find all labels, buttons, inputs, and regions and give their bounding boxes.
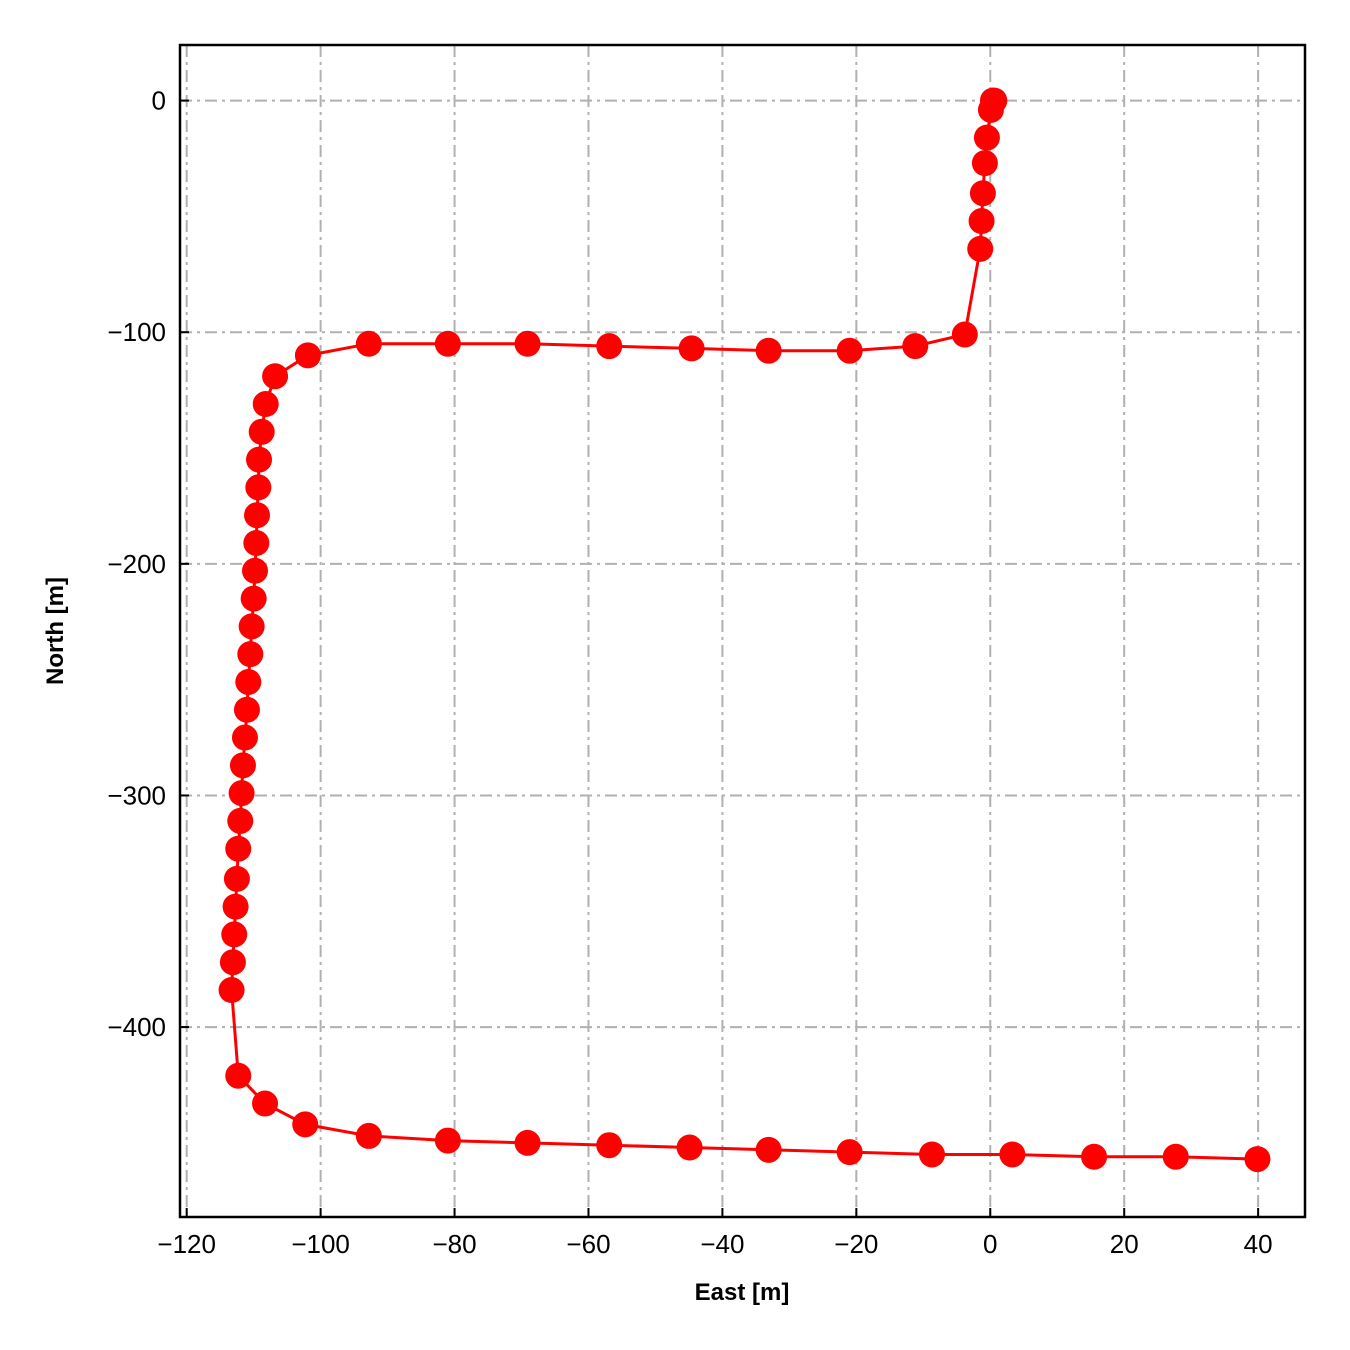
trajectory-point: [219, 949, 246, 976]
trajectory-point: [1244, 1146, 1271, 1173]
trajectory-point: [252, 391, 279, 418]
trajectory-point: [836, 1139, 863, 1166]
trajectory-point: [242, 557, 268, 584]
trajectory-point: [434, 1127, 461, 1154]
x-tick-label: −20: [834, 1229, 878, 1259]
trajectory-point: [678, 335, 705, 362]
trajectory-point: [292, 1111, 319, 1138]
trajectory-point: [246, 446, 273, 473]
trajectory-point: [231, 724, 258, 751]
trajectory-point: [919, 1141, 946, 1168]
x-tick-label: −120: [157, 1229, 216, 1259]
trajectory-point: [596, 333, 623, 360]
trajectory-point: [514, 1129, 541, 1156]
plot-frame: [178, 43, 1307, 1219]
trajectory-point: [977, 96, 1004, 123]
trajectory-point: [999, 1141, 1026, 1168]
trajectory-point: [755, 1136, 782, 1163]
trajectory-point: [968, 208, 995, 235]
trajectory-point: [245, 474, 272, 501]
trajectory-point: [294, 342, 321, 369]
trajectory-point: [240, 585, 267, 612]
trajectory-point: [596, 1132, 623, 1159]
trajectory-point: [973, 124, 1000, 151]
trajectory-point: [514, 330, 541, 357]
y-tick-label: −400: [107, 1012, 166, 1042]
trajectory-point: [237, 641, 264, 668]
ticks: −120 −100 −80 −60 −40 −20 0 20 400−100−200−300−4…: [107, 86, 1272, 1259]
trajectory-point: [225, 1062, 252, 1089]
y-tick-label: 0: [152, 86, 166, 116]
trajectory-point: [969, 180, 996, 207]
x-tick-label: 0: [983, 1229, 997, 1259]
trajectory-point: [755, 337, 782, 364]
trajectory-point: [222, 893, 249, 920]
x-tick-label: −60: [566, 1229, 610, 1259]
trajectory-point: [971, 150, 998, 177]
trajectory-point: [223, 865, 250, 892]
trajectory-point: [1162, 1143, 1189, 1170]
y-tick-label: −100: [107, 317, 166, 347]
trajectory-point: [355, 330, 382, 357]
trajectory-point: [434, 330, 461, 357]
trajectory-point: [902, 333, 929, 360]
x-tick-label: 20: [1110, 1229, 1139, 1259]
x-tick-label: −100: [291, 1229, 350, 1259]
trajectory-point: [676, 1134, 703, 1161]
trajectory-point: [967, 235, 994, 262]
data-layer: [218, 87, 1271, 1173]
trajectory-point: [235, 668, 262, 695]
grid: [180, 45, 1305, 1217]
y-tick-label: −200: [107, 549, 166, 579]
trajectory-point: [221, 921, 248, 948]
x-tick-label: 40: [1244, 1229, 1273, 1259]
y-axis-label: North [m]: [42, 577, 69, 685]
trajectory-point: [1081, 1143, 1108, 1170]
trajectory-point: [262, 363, 289, 390]
trajectory-point: [836, 337, 863, 364]
trajectory-point: [243, 529, 270, 556]
trajectory-point: [355, 1122, 382, 1149]
trajectory-point: [951, 321, 978, 348]
trajectory-point: [233, 696, 260, 723]
trajectory-point: [238, 613, 265, 640]
x-axis-label: East [m]: [695, 1279, 790, 1306]
x-tick-label: −80: [432, 1229, 476, 1259]
trajectory-point: [225, 835, 252, 862]
x-tick-label: −40: [700, 1229, 744, 1259]
trajectory-point: [244, 502, 271, 529]
trajectory-point: [248, 418, 275, 445]
trajectory-point: [227, 807, 254, 834]
y-tick-label: −300: [107, 780, 166, 810]
trajectory-point: [228, 780, 255, 807]
trajectory-point: [218, 977, 245, 1004]
trajectory-point: [229, 752, 256, 779]
trajectory-point: [252, 1090, 279, 1117]
